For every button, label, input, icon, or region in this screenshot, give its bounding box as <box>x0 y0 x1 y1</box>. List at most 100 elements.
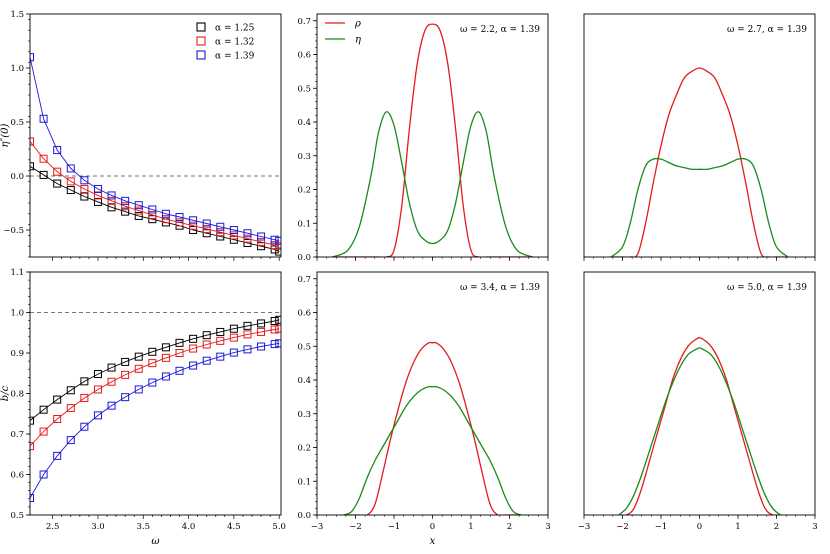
data-point <box>39 154 48 163</box>
data-point <box>175 349 184 357</box>
data-point <box>30 493 34 502</box>
panel-annotation: ω = 2.2, α = 1.39 <box>460 25 540 35</box>
x-tick-label: 4.0 <box>182 522 196 532</box>
panel-p5: 0.0 0.1 0.2 0.3 0.4 0.5 0.6 0.7 −3 −2 −1 0 1 2 3 x ω = 3… <box>297 271 551 547</box>
data-point <box>216 222 225 231</box>
x-tick-label: 2.5 <box>46 522 60 532</box>
data-point <box>216 228 225 237</box>
plot-area <box>30 315 281 502</box>
data-point <box>257 319 266 328</box>
legend-label: η <box>355 35 361 46</box>
data-point <box>202 219 211 228</box>
data-point <box>121 196 130 205</box>
x-tick-label: −1 <box>655 522 668 532</box>
data-point <box>216 352 225 361</box>
data-point <box>243 234 252 243</box>
data-point <box>189 334 198 343</box>
data-point <box>53 179 62 188</box>
data-point <box>93 370 102 379</box>
plot-area <box>618 337 781 515</box>
legend-label: α = 1.39 <box>215 52 255 62</box>
y-tick-label: 0.8 <box>10 390 24 400</box>
y-tick-label: 0.7 <box>297 17 311 27</box>
data-point <box>243 321 252 330</box>
data-point <box>229 348 238 357</box>
series-line-p3-0 <box>610 67 788 257</box>
series-line-p6-0 <box>618 337 781 515</box>
panel-annotation: ω = 3.4, α = 1.39 <box>460 283 540 293</box>
series-line-p2-1 <box>332 111 533 257</box>
data-point <box>107 363 116 372</box>
data-point <box>175 213 184 222</box>
data-point <box>189 361 198 370</box>
data-point <box>93 385 102 394</box>
data-point <box>161 209 170 218</box>
y-tick-label: 0.4 <box>297 376 311 386</box>
y-tick-label: 0.2 <box>297 444 311 454</box>
data-point <box>270 241 279 250</box>
x-tick-label: 0 <box>430 522 435 532</box>
y-tick-label: 0.7 <box>10 430 24 440</box>
x-tick-label: −3 <box>578 522 591 532</box>
data-point <box>148 210 157 219</box>
y-tick-label: 0.5 <box>297 342 311 352</box>
x-tick-label: 1 <box>735 522 740 532</box>
legend-label: ρ <box>354 19 361 30</box>
y-tick-label: 0.0 <box>297 253 311 263</box>
data-point <box>257 232 266 241</box>
data-point <box>134 206 143 215</box>
data-point <box>216 336 225 345</box>
series-line-p2-0 <box>332 23 533 257</box>
data-point <box>189 344 198 353</box>
axes-frame <box>29 13 282 258</box>
panel-p4: 0.5 0.6 0.7 0.8 0.9 1.0 1.1 2.5 3.0 3.5 4.0 4.5 5.0 b… <box>0 268 286 547</box>
data-point <box>175 338 184 347</box>
y-tick-label: 1.5 <box>10 10 24 20</box>
data-point <box>257 342 266 351</box>
y-axis-label: η″(0) <box>0 123 11 147</box>
x-axis-label: ω <box>151 536 159 547</box>
data-point <box>202 229 211 238</box>
plot-area <box>332 23 533 257</box>
panel-p3: ω = 2.7, α = 1.39 <box>583 13 816 261</box>
data-point <box>134 364 143 373</box>
x-axis-label: x <box>430 536 436 547</box>
y-tick-label: 0.5 <box>10 118 24 128</box>
x-tick-label: 3 <box>812 522 817 532</box>
axes-frame <box>316 271 549 516</box>
data-point <box>161 372 170 381</box>
x-tick-label: 2 <box>774 522 779 532</box>
data-point <box>275 236 281 245</box>
data-point <box>148 359 157 368</box>
data-point <box>121 357 130 366</box>
data-point <box>189 221 198 230</box>
data-point <box>229 333 238 342</box>
data-point <box>270 235 279 244</box>
legend: α = 1.25 α = 1.32 α = 1.39 <box>196 22 255 62</box>
data-point <box>66 186 75 195</box>
data-point <box>175 366 184 375</box>
data-point <box>257 237 266 246</box>
data-point <box>121 393 130 402</box>
data-point <box>66 404 75 413</box>
data-point <box>148 205 157 214</box>
legend-label: α = 1.25 <box>215 24 255 34</box>
y-tick-label: 0.6 <box>297 51 311 61</box>
plot-area <box>30 53 281 256</box>
data-point <box>243 330 252 339</box>
data-point <box>270 325 279 334</box>
panel-p1: 1.51.00.50.0−0.5η″(0)α = 1.25α = 1.32α =… <box>0 10 282 261</box>
x-tick-label: −1 <box>388 522 401 532</box>
panel-annotation: ω = 5.0, α = 1.39 <box>727 283 807 293</box>
data-point <box>53 415 62 424</box>
data-point <box>53 395 62 404</box>
x-tick-label: 0 <box>697 522 702 532</box>
panel-p6: −3 −2 −1 0 1 2 3 ω = 5.0, α = 1.39 <box>578 271 818 532</box>
y-tick-label: −0.5 <box>3 226 24 236</box>
data-point <box>275 324 281 333</box>
data-point <box>66 177 75 186</box>
x-tick-label: 3.5 <box>137 522 151 532</box>
data-point <box>243 345 252 354</box>
data-point <box>30 416 34 425</box>
data-point <box>257 327 266 336</box>
